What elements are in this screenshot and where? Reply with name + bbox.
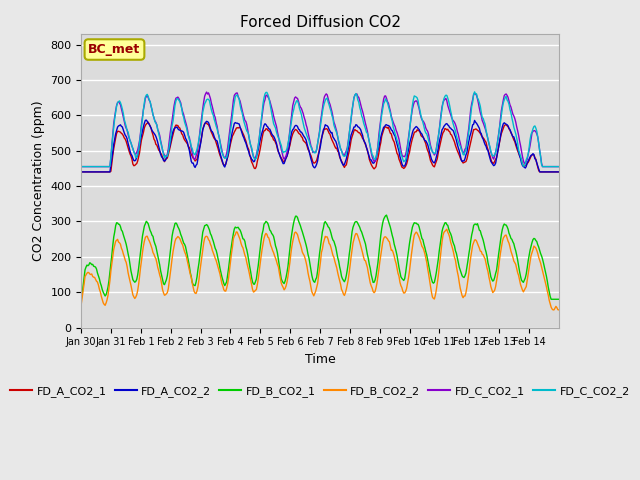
Y-axis label: CO2 Concentration (ppm): CO2 Concentration (ppm) (32, 100, 45, 261)
Legend: FD_A_CO2_1, FD_A_CO2_2, FD_B_CO2_1, FD_B_CO2_2, FD_C_CO2_1, FD_C_CO2_2: FD_A_CO2_1, FD_A_CO2_2, FD_B_CO2_1, FD_B… (6, 382, 634, 401)
Title: Forced Diffusion CO2: Forced Diffusion CO2 (239, 15, 401, 30)
Text: BC_met: BC_met (88, 43, 141, 56)
X-axis label: Time: Time (305, 353, 335, 366)
